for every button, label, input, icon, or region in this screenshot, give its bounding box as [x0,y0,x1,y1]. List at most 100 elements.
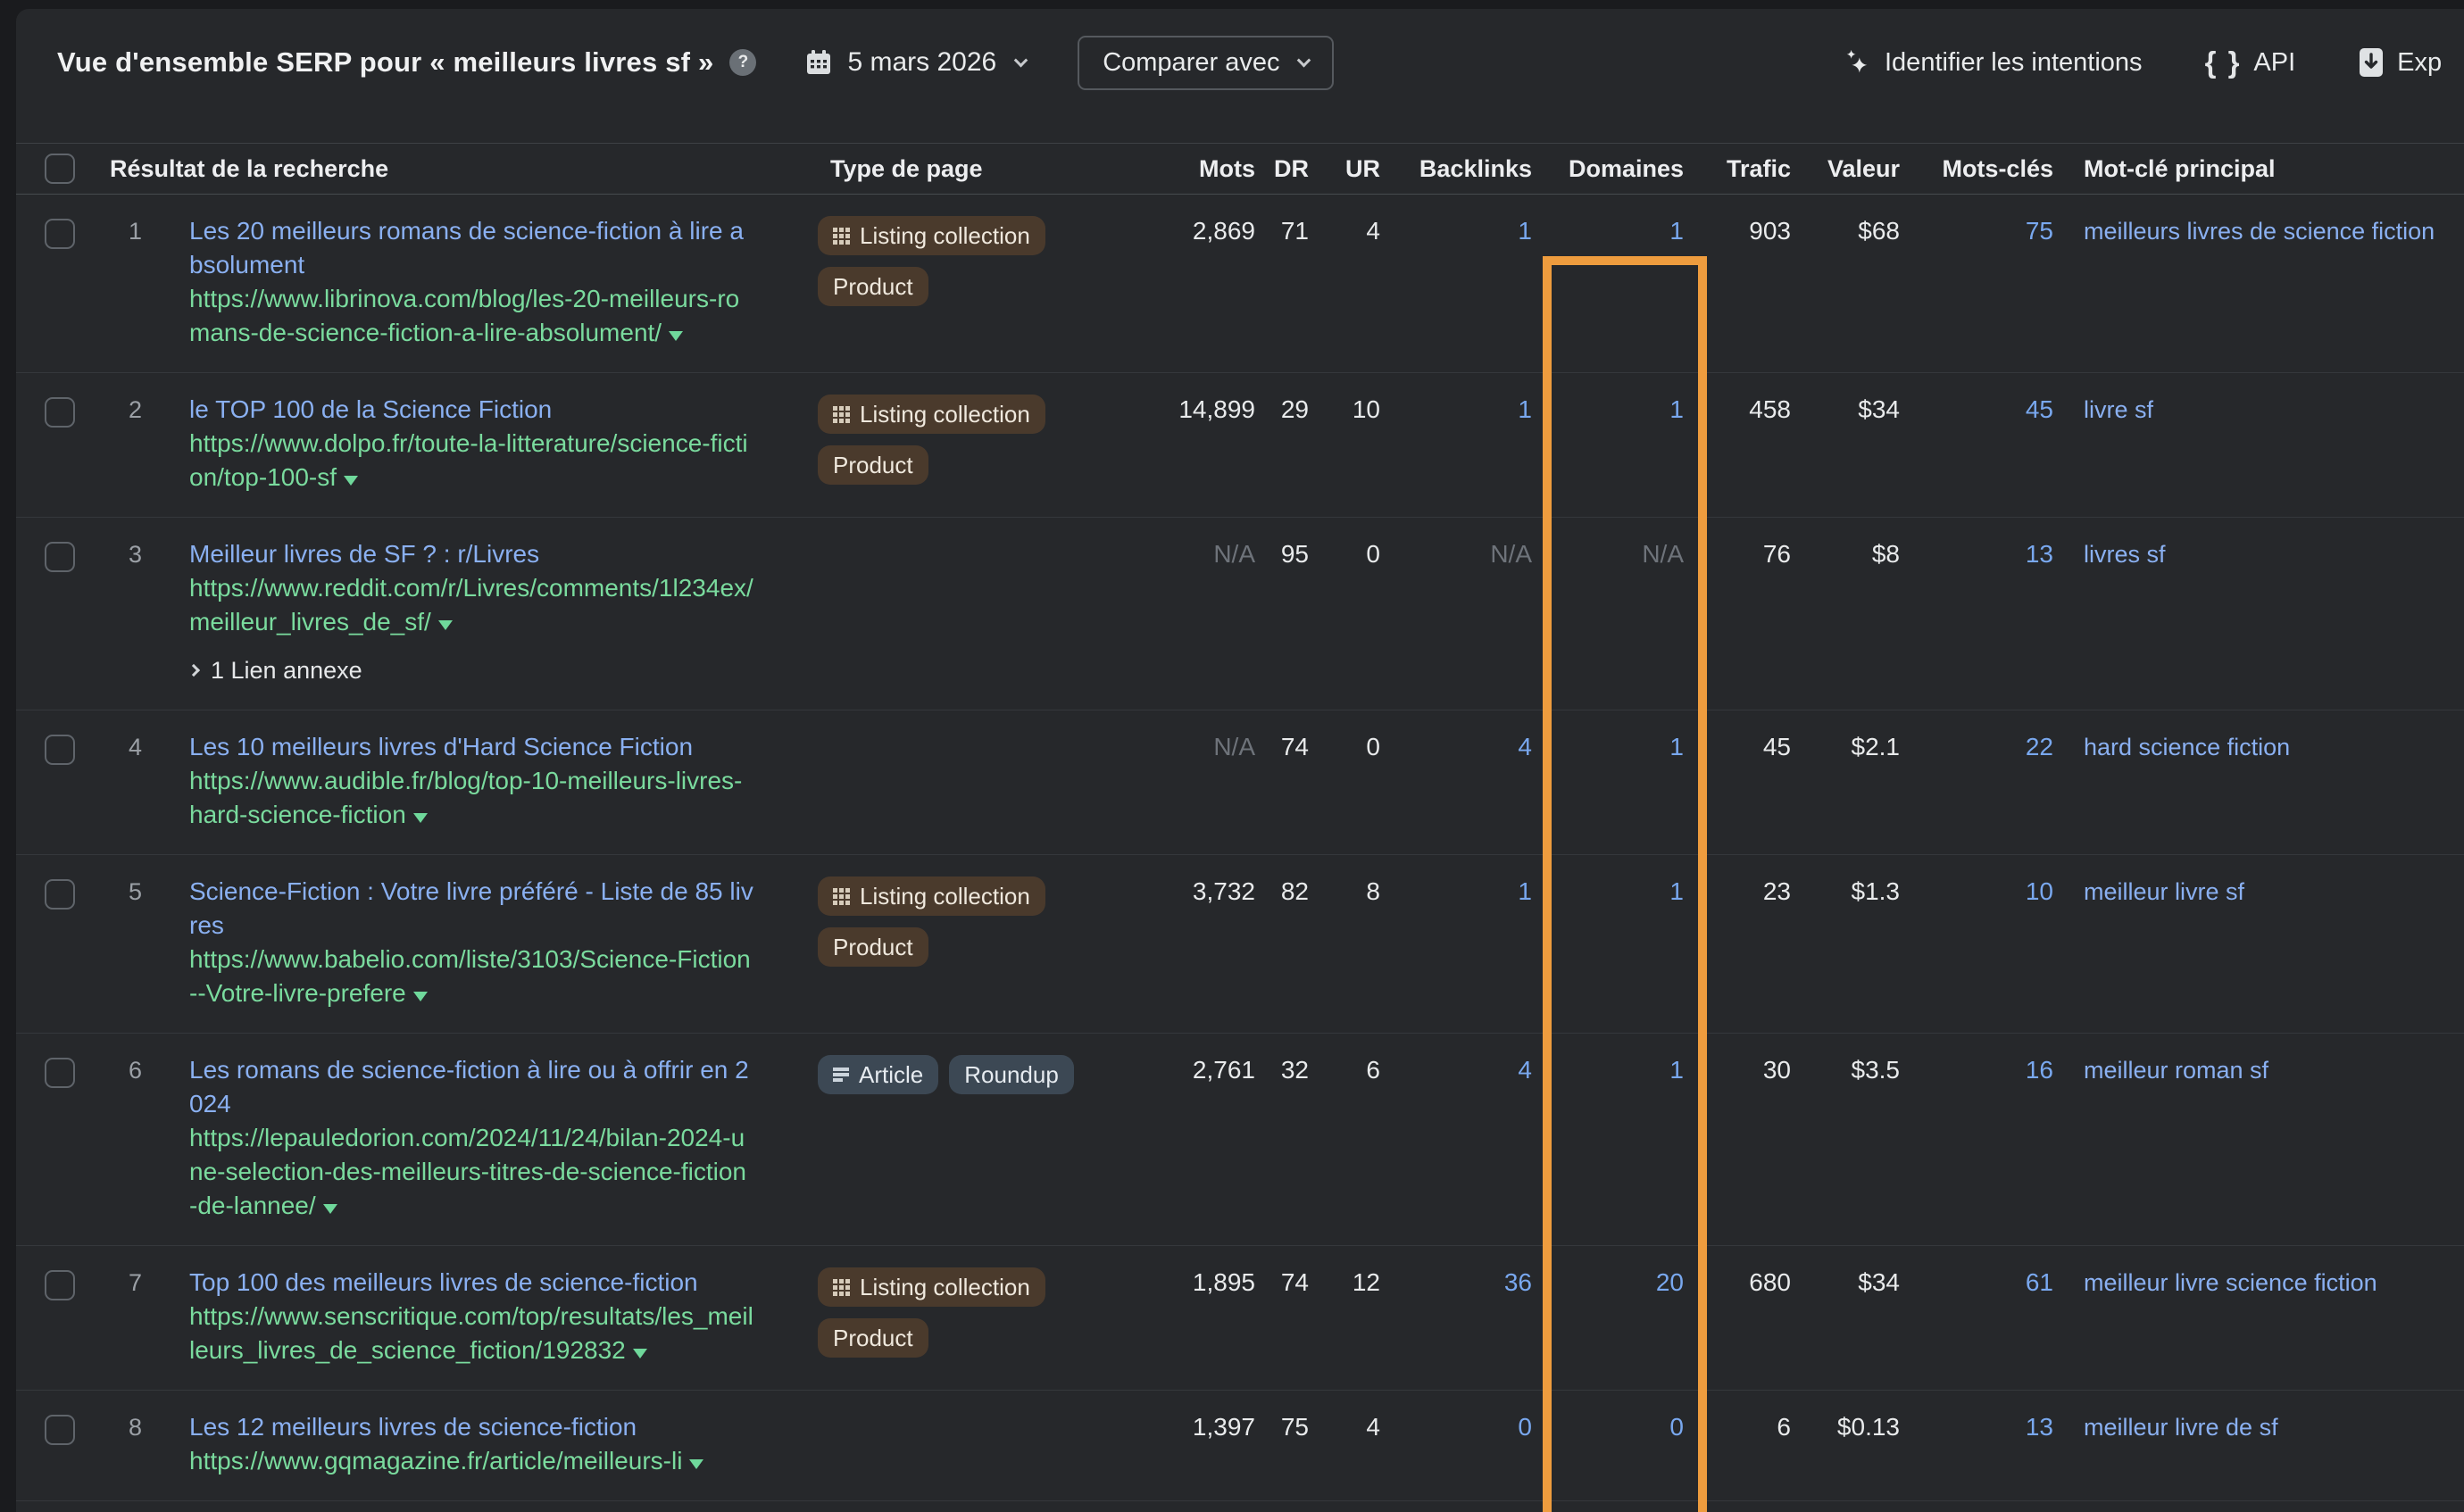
row-checkbox[interactable] [45,542,75,572]
domains-value[interactable]: 1 [1532,214,1684,350]
result-url-link[interactable]: https://www.audible.fr/blog/top-10-meill… [189,767,742,828]
result-title-link[interactable]: Meilleur livres de SF ? : r/Livres [189,537,753,571]
url-expand-caret-icon[interactable] [323,1204,337,1214]
page-type-cell: Listing collectionProduct [807,1266,1166,1367]
col-header-dr[interactable]: DR [1255,155,1309,183]
top-keyword-link[interactable]: livres sf [2053,537,2464,687]
top-keyword-link[interactable]: meilleur livre sf [2053,875,2464,1010]
backlinks-value[interactable]: 36 [1380,1266,1532,1367]
domains-value[interactable]: 0 [1532,1410,1684,1478]
result-url-link[interactable]: https://lepauledorion.com/2024/11/24/bil… [189,1124,746,1219]
keywords-count-link[interactable]: 22 [1900,730,2053,832]
result-url-link[interactable]: https://www.gqmagazine.fr/article/meille… [189,1447,682,1475]
domains-value[interactable]: 20 [1532,1266,1684,1367]
url-expand-caret-icon[interactable] [669,331,683,341]
domains-value[interactable]: 1 [1532,393,1684,494]
value-value: $2.1 [1791,730,1900,832]
col-header-top-keyword[interactable]: Mot-clé principal [2053,155,2464,183]
result-title-link[interactable]: Les 20 meilleurs romans de science-ficti… [189,214,753,282]
domains-value[interactable]: 1 [1532,730,1684,832]
top-keyword-link[interactable]: meilleur livre science fiction [2053,1266,2464,1367]
col-header-page-type[interactable]: Type de page [807,155,1166,183]
row-checkbox[interactable] [45,397,75,428]
domains-value[interactable]: 1 [1532,875,1684,1010]
result-title-link[interactable]: Top 100 des meilleurs livres de science-… [189,1266,753,1300]
annex-links-toggle[interactable]: 1 Lien annexe [189,653,753,687]
keywords-count-link[interactable]: 45 [1900,393,2053,494]
api-button[interactable]: API [2205,46,2296,79]
col-header-traffic[interactable]: Trafic [1684,155,1791,183]
identify-intents-button[interactable]: Identifier les intentions [1842,47,2143,78]
backlinks-value[interactable]: 4 [1380,1053,1532,1223]
backlinks-value[interactable]: 0 [1380,1410,1532,1478]
result-title-link[interactable]: Les 12 meilleurs livres de science-ficti… [189,1410,753,1444]
keywords-count-link[interactable]: 75 [1900,214,2053,350]
table-row: 2 le TOP 100 de la Science Fiction https… [16,373,2464,518]
keywords-count-link[interactable]: 13 [1900,537,2053,687]
col-header-keywords[interactable]: Mots-clés [1900,155,2053,183]
top-keyword-link[interactable]: livre sf [2053,393,2464,494]
result-url-link[interactable]: https://www.librinova.com/blog/les-20-me… [189,285,739,346]
compare-with-button[interactable]: Comparer avec [1078,36,1334,90]
export-button[interactable]: Exp [2358,47,2442,78]
result-url-link[interactable]: https://www.dolpo.fr/toute-la-litteratur… [189,429,748,491]
col-header-domains[interactable]: Domaines [1532,155,1684,183]
row-checkbox[interactable] [45,219,75,249]
backlinks-value[interactable]: 1 [1380,214,1532,350]
col-header-ur[interactable]: UR [1309,155,1380,183]
url-expand-caret-icon[interactable] [344,476,358,486]
result-url-link[interactable]: https://www.reddit.com/r/Livres/comments… [189,574,753,636]
badge-label: Listing collection [860,882,1030,910]
backlinks-value[interactable]: 4 [1380,730,1532,832]
result-title-link[interactable]: Science-Fiction : Votre livre préféré - … [189,875,753,943]
url-expand-caret-icon[interactable] [413,813,428,823]
help-icon[interactable] [729,49,756,76]
row-checkbox[interactable] [45,735,75,765]
date-picker[interactable]: 5 mars 2026 [804,47,1026,78]
url-expand-caret-icon[interactable] [633,1349,647,1358]
backlinks-value[interactable]: N/A [1380,537,1532,687]
backlinks-value[interactable]: 1 [1380,393,1532,494]
top-keyword-link[interactable]: meilleur livre de sf [2053,1410,2464,1478]
domains-value[interactable]: 1 [1532,1053,1684,1223]
col-header-backlinks[interactable]: Backlinks [1380,155,1532,183]
keywords-count-link[interactable]: 10 [1900,875,2053,1010]
traffic-value: 23 [1684,875,1791,1010]
url-expand-caret-icon[interactable] [689,1459,703,1469]
col-header-value[interactable]: Valeur [1791,155,1900,183]
row-checkbox[interactable] [45,1058,75,1088]
page-type-cell: Listing collection Product [807,875,1166,1010]
top-keyword-link[interactable]: meilleurs livres de science fiction [2053,214,2464,350]
result-cell: Science-Fiction : Votre livre préféré - … [161,875,807,1010]
result-title-link[interactable]: le TOP 100 de la Science Fiction [189,393,753,427]
col-header-result[interactable]: Résultat de la recherche [110,155,807,183]
keywords-count-link[interactable]: 61 [1900,1266,2053,1367]
keywords-count-link[interactable]: 16 [1900,1053,2053,1223]
select-all-checkbox[interactable] [45,154,75,184]
row-checkbox[interactable] [45,879,75,910]
result-title-link[interactable]: Les 10 meilleurs livres d'Hard Science F… [189,730,753,764]
top-keyword-link[interactable]: hard science fiction [2053,730,2464,832]
url-expand-caret-icon[interactable] [438,620,453,630]
result-url-link[interactable]: https://www.babelio.com/liste/3103/Scien… [189,945,751,1007]
ur-value: 8 [1309,875,1380,1010]
col-header-words[interactable]: Mots [1166,155,1255,183]
grid-icon [833,888,850,905]
row-checkbox[interactable] [45,1270,75,1300]
badge-label: Product [833,451,913,479]
badge-label: Listing collection [860,221,1030,250]
curly-braces-icon [2205,46,2242,79]
result-title-link[interactable]: Les romans de science-fiction à lire ou … [189,1053,753,1121]
domains-value[interactable]: N/A [1532,537,1684,687]
top-keyword-link[interactable]: meilleur roman sf [2053,1053,2464,1223]
url-expand-caret-icon[interactable] [413,992,428,1001]
result-url-link[interactable]: https://www.senscritique.com/top/resulta… [189,1302,753,1364]
row-rank: 2 [110,393,161,494]
keywords-count-link[interactable]: 13 [1900,1410,2053,1478]
dr-value: 95 [1255,537,1309,687]
chevron-right-icon [187,664,200,677]
badge-label: Article [859,1060,923,1089]
backlinks-value[interactable]: 1 [1380,875,1532,1010]
page-type-badge-product: Product [818,927,928,967]
row-checkbox[interactable] [45,1415,75,1445]
